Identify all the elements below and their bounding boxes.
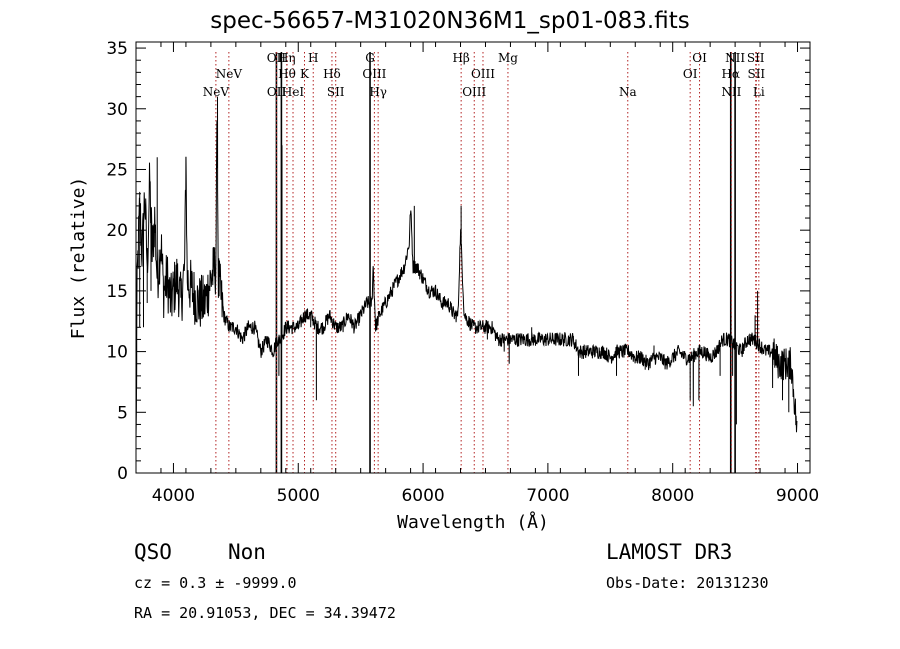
emission-line-label: HeI xyxy=(282,85,305,99)
chart-title: spec-56657-M31020N36M1_sp01-083.fits xyxy=(210,8,690,34)
emission-line-label: SII xyxy=(327,85,345,99)
emission-line-label: OII xyxy=(267,85,287,99)
emission-line-label: Hδ xyxy=(323,67,341,81)
emission-line-label: SII xyxy=(747,51,765,65)
survey-name: LAMOST DR3 xyxy=(606,540,733,564)
x-tick-label: 6000 xyxy=(401,486,444,506)
y-tick-label: 35 xyxy=(106,39,128,59)
emission-line-label: Hη xyxy=(278,51,296,65)
emission-line-label: Hβ xyxy=(452,51,469,65)
plot-frame xyxy=(135,41,811,474)
observation-date: Obs-Date: 20131230 xyxy=(606,574,769,592)
x-tick-label: 9000 xyxy=(776,486,819,506)
y-tick-label: 0 xyxy=(117,464,128,484)
coordinates-text: RA = 20.91053, DEC = 34.39472 xyxy=(134,604,396,622)
x-axis-label: Wavelength (Å) xyxy=(397,511,549,533)
emission-line-label: Hα xyxy=(721,67,740,81)
emission-lines-group xyxy=(215,52,760,473)
emission-line-label: Mg xyxy=(498,51,518,65)
emission-line-label: G xyxy=(365,51,375,65)
emission-line-label: NeV xyxy=(203,85,230,99)
x-tick-label: 8000 xyxy=(651,486,694,506)
emission-line-label: OII xyxy=(267,51,287,65)
x-tick-label: 7000 xyxy=(526,486,569,506)
emission-line-label: NeV xyxy=(216,67,243,81)
redshift-text: cz = 0.3 ± -9999.0 xyxy=(134,574,297,592)
y-tick-label: 10 xyxy=(106,343,128,363)
spectrum-series-line xyxy=(135,96,798,440)
emission-line-label: H xyxy=(308,51,318,65)
emission-line-label: Na xyxy=(619,85,637,99)
emission-line-label: SII xyxy=(747,67,765,81)
emission-line-label: OIII xyxy=(462,85,486,99)
object-subclass: Non xyxy=(228,540,266,564)
x-tick-label: 5000 xyxy=(277,486,320,506)
axis-ticks-group: 4000 5000 6000 7000 8000 9000 0 5 10 15 20 25 30 35 xyxy=(106,39,819,506)
y-tick-label: 20 xyxy=(106,221,128,241)
y-tick-label: 25 xyxy=(106,160,128,180)
object-class: QSO xyxy=(134,540,172,564)
x-tick-label: 4000 xyxy=(152,486,195,506)
emission-line-label: OI xyxy=(692,51,707,65)
emission-line-label: OIII xyxy=(471,67,495,81)
emission-line-label: NII xyxy=(725,51,745,65)
y-axis-label: Flux (relative) xyxy=(68,177,89,340)
emission-line-label: Li xyxy=(753,85,765,99)
emission-line-label: NII xyxy=(721,85,741,99)
emission-line-label: Hγ xyxy=(369,85,387,99)
line-labels-group: NeVNeVOIIOIIHηHθHeIKHHδSIIGOIIIHγHβOIIIO… xyxy=(203,51,766,99)
y-tick-label: 5 xyxy=(117,403,128,423)
y-tick-label: 15 xyxy=(106,282,128,302)
y-tick-label: 30 xyxy=(106,100,128,120)
emission-line-label: OI xyxy=(683,67,698,81)
emission-line-label: OIII xyxy=(362,67,386,81)
emission-line-label: K xyxy=(300,67,310,81)
emission-line-label: Hθ xyxy=(278,67,296,81)
